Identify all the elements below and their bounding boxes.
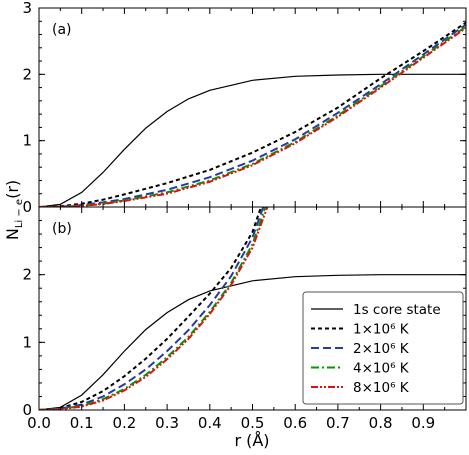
y-tick-label-b: 0 bbox=[22, 401, 32, 419]
series-line-a-1 bbox=[39, 21, 466, 207]
x-tick-label: 0.4 bbox=[198, 414, 222, 432]
y-axis-label-sub: Li − e bbox=[14, 199, 25, 228]
series-line-b-0 bbox=[39, 274, 466, 410]
legend-label-1: 1×10⁶ K bbox=[353, 322, 410, 338]
legend-label-0: 1s core state bbox=[353, 302, 441, 318]
x-tick-label: 0.1 bbox=[70, 414, 94, 432]
x-tick-label: 0.9 bbox=[411, 414, 435, 432]
series-line-b-1 bbox=[39, 207, 262, 410]
x-tick-label: 0.0 bbox=[27, 414, 51, 432]
series-line-b-3 bbox=[39, 207, 267, 410]
x-tick-label: 0.2 bbox=[112, 414, 136, 432]
x-tick-label: 0.3 bbox=[155, 414, 179, 432]
x-axis: 0.0 0.1 0.2 0.3 0.4 0.5 0.6 0.7 0.8 0.9 bbox=[27, 414, 435, 432]
series-line-a-2 bbox=[39, 23, 466, 207]
y-tick-label-a: 1 bbox=[22, 132, 32, 150]
plot-frame-a bbox=[38, 7, 467, 208]
series-line-a-3 bbox=[39, 25, 466, 207]
x-tick-label: 0.5 bbox=[241, 414, 265, 432]
y-axis-label: NLi − e(r) bbox=[3, 180, 25, 240]
legend-label-2: 2×10⁶ K bbox=[353, 341, 410, 357]
y-tick-label-a: 3 bbox=[22, 0, 32, 17]
x-axis-label: r (Å) bbox=[234, 431, 269, 450]
y-tick-label-b: 1 bbox=[22, 333, 32, 351]
legend-label-4: 8×10⁶ K bbox=[353, 380, 410, 396]
panel-a: 0 1 2 3 (a) bbox=[22, 0, 467, 216]
legend-label-3: 4×10⁶ K bbox=[353, 361, 410, 377]
x-tick-label: 0.8 bbox=[369, 414, 393, 432]
y-tick-label-b: 2 bbox=[22, 266, 32, 284]
y-tick-label-a: 2 bbox=[22, 65, 32, 83]
panel-label-a: (a) bbox=[52, 22, 72, 38]
y-tick-label-a: 0 bbox=[22, 198, 32, 216]
panel-label-b: (b) bbox=[52, 221, 72, 237]
y-axis-label-tail: (r) bbox=[3, 180, 22, 199]
x-tick-label: 0.6 bbox=[283, 414, 307, 432]
series-line-b-4 bbox=[39, 207, 269, 410]
series-line-a-0 bbox=[39, 73, 466, 207]
x-tick-label: 0.7 bbox=[326, 414, 350, 432]
y-axis-label-main: N bbox=[3, 228, 22, 240]
series-line-b-2 bbox=[39, 207, 265, 410]
legend-box bbox=[302, 291, 464, 405]
legend: 1s core state 1×10⁶ K 2×10⁶ K 4×10⁶ K 8×10⁶ … bbox=[302, 291, 464, 405]
panel-b: 0 1 2 (b) bbox=[22, 206, 467, 419]
series-line-a-4 bbox=[39, 27, 466, 207]
